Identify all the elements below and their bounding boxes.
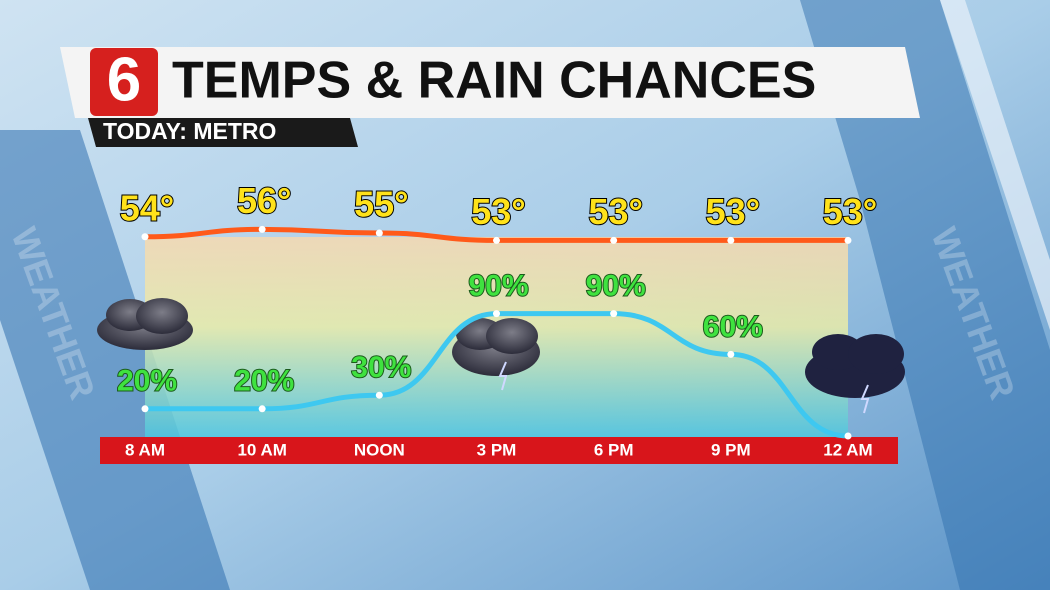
data-label: 53°: [471, 191, 525, 232]
x-tick-label: 9 PM: [711, 440, 751, 459]
data-point: [610, 310, 618, 318]
data-label: 20%: [234, 365, 294, 398]
data-label: 56°: [237, 180, 291, 221]
data-label: 53°: [706, 191, 760, 232]
data-point: [258, 405, 266, 413]
logo: 6: [107, 45, 141, 114]
data-point: [258, 225, 266, 233]
stripe: [0, 130, 230, 590]
x-tick-label: 12 AM: [823, 440, 872, 459]
storm-icon: [805, 334, 905, 414]
chart-subtitle: TODAY: METRO: [103, 118, 276, 144]
data-point: [141, 405, 149, 413]
stripe: [940, 0, 1050, 330]
data-label: 55°: [354, 184, 408, 225]
data-label: 54°: [120, 187, 174, 228]
data-label: 53°: [588, 191, 642, 232]
data-point: [727, 350, 735, 358]
data-label: 60%: [703, 310, 763, 343]
data-label: 90%: [586, 270, 646, 303]
chart-title: TEMPS & RAIN CHANCES: [172, 52, 816, 110]
data-point: [844, 432, 852, 440]
x-tick-label: 8 AM: [125, 440, 165, 459]
x-tick-label: NOON: [354, 440, 405, 459]
stripe: [800, 0, 1050, 590]
data-point: [375, 229, 383, 237]
data-point: [610, 236, 618, 244]
category-strip: [100, 437, 898, 464]
data-point: [141, 233, 149, 241]
data-point: [844, 236, 852, 244]
data-point: [375, 391, 383, 399]
cloud-icon: [97, 298, 193, 350]
x-tick-label: 10 AM: [237, 440, 286, 459]
title-banner: [60, 47, 920, 118]
data-point: [493, 310, 500, 318]
data-label: 90%: [468, 270, 528, 303]
data-point: [493, 236, 500, 244]
x-tick-label: 3 PM: [477, 440, 517, 459]
subtitle-banner: [88, 118, 358, 147]
logo-box: [90, 48, 158, 116]
data-label: 20%: [117, 365, 177, 398]
storm-icon: [452, 318, 540, 391]
data-label: 53°: [823, 191, 877, 232]
data-point: [727, 236, 735, 244]
x-tick-label: 6 PM: [594, 440, 634, 459]
data-label: 30%: [351, 351, 411, 384]
